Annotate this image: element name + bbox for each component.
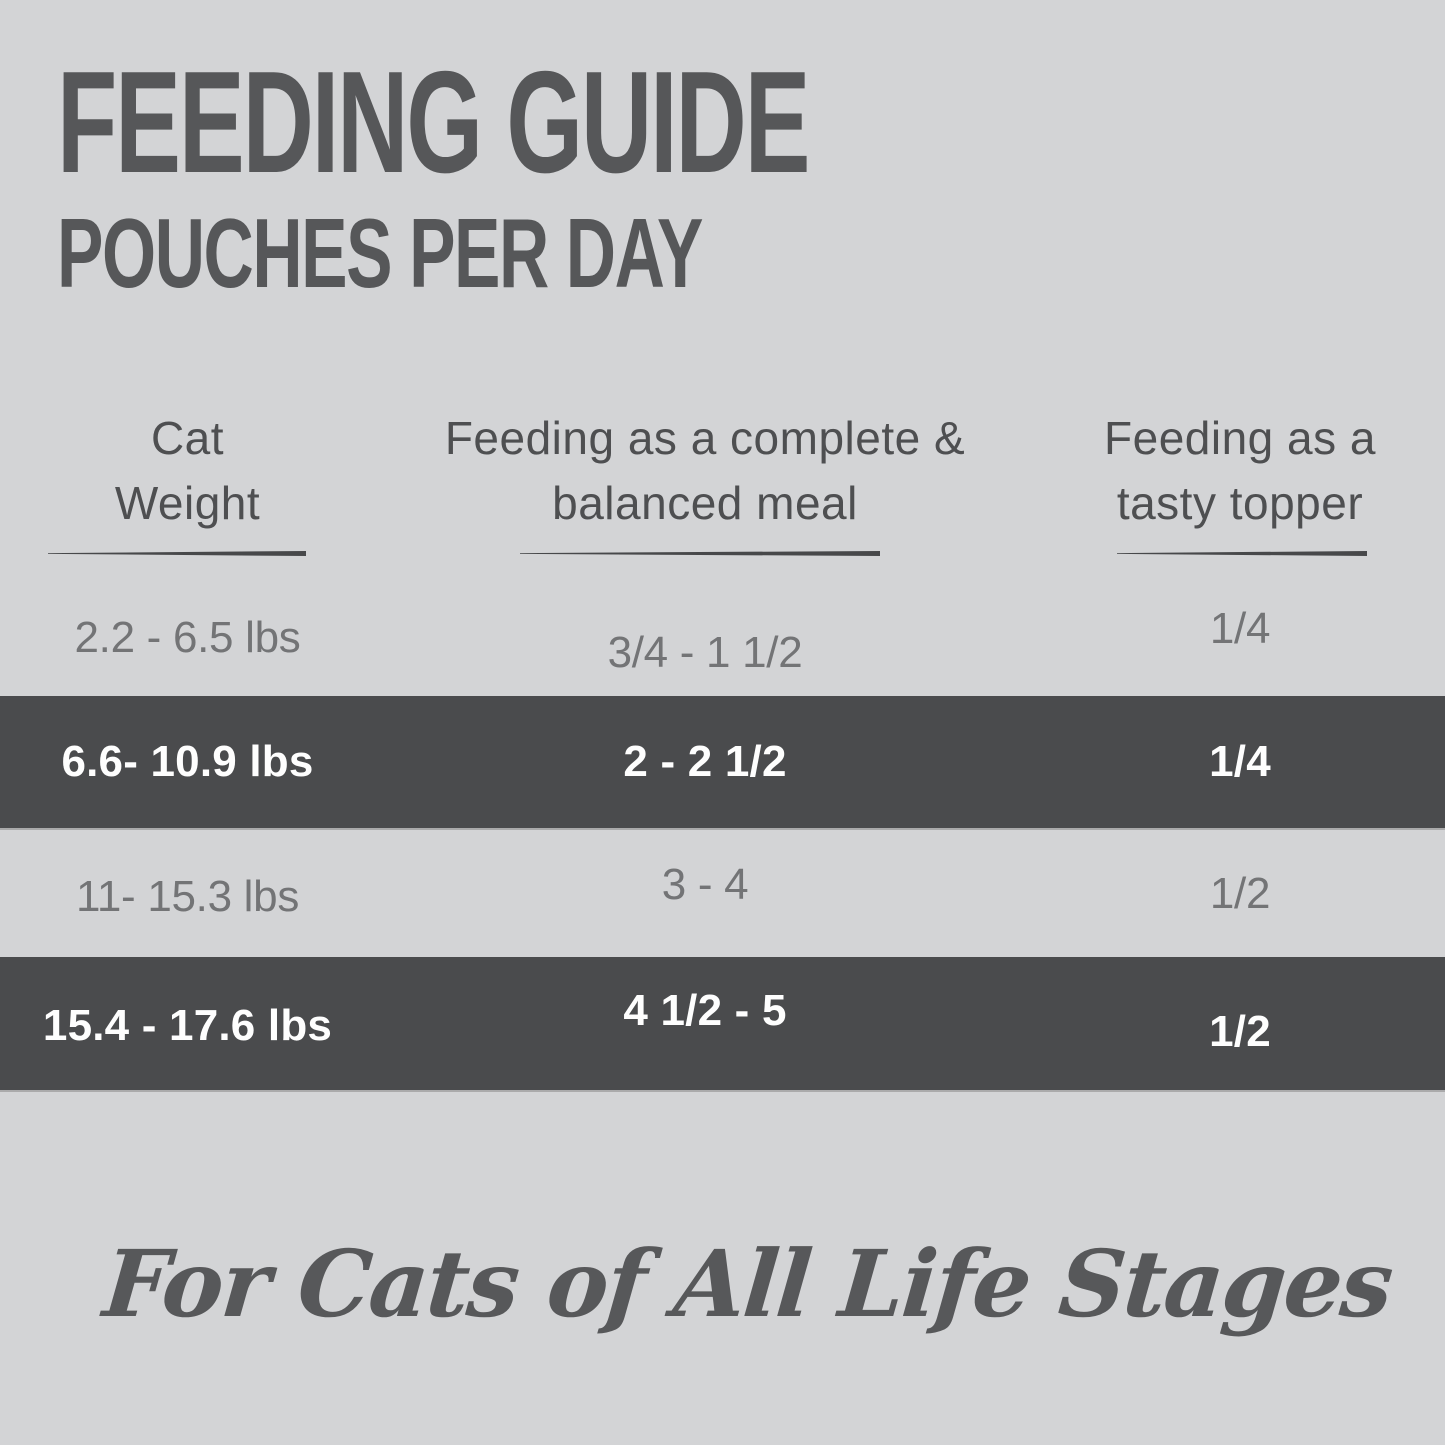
page-subtitle: POUCHES PER DAY <box>57 198 703 308</box>
header-underline <box>1117 551 1367 556</box>
cell-tasty-topper: 1/4 <box>1209 604 1271 653</box>
cell-cat-weight: 6.6- 10.9 lbs <box>61 737 314 786</box>
header-underline <box>520 551 880 556</box>
cell-tasty-topper: 1/2 <box>1209 1006 1271 1056</box>
column-header-line: Weight <box>114 477 261 530</box>
page-title: FEEDING GUIDE <box>57 41 810 203</box>
cell-cat-weight: 11- 15.3 lbs <box>75 871 300 921</box>
column-header-line: Feeding as a <box>1104 412 1376 464</box>
column-header-line: Cat <box>150 412 225 464</box>
cell-complete-meal: 4 1/2 - 5 <box>623 985 787 1035</box>
footer-script-note: For Cats of All Life Stages <box>99 1230 1396 1338</box>
cell-tasty-topper: 1/4 <box>1209 737 1271 786</box>
column-header-complete-meal: Feeding as a complete & balanced meal <box>375 406 1035 537</box>
column-header-line: tasty topper <box>1116 477 1364 530</box>
table-row: 11- 15.3 lbs 3 - 4 1/2 <box>0 830 1445 957</box>
column-header-cat-weight: Cat Weight <box>0 406 375 537</box>
column-header-tasty-topper: Feeding as a tasty topper <box>1035 406 1445 537</box>
cell-complete-meal: 3 - 4 <box>661 859 749 909</box>
cell-tasty-topper: 1/2 <box>1209 868 1271 918</box>
table-row: 2.2 - 6.5 lbs 3/4 - 1 1/2 1/4 <box>0 580 1445 696</box>
cell-complete-meal: 2 - 2 1/2 <box>623 737 787 786</box>
table-row: 6.6- 10.9 lbs 2 - 2 1/2 1/4 <box>0 696 1445 830</box>
header-underline <box>48 551 306 556</box>
cell-cat-weight: 15.4 - 17.6 lbs <box>42 1000 333 1050</box>
cell-cat-weight: 2.2 - 6.5 lbs <box>74 613 301 662</box>
table-row: 15.4 - 17.6 lbs 4 1/2 - 5 1/2 <box>0 957 1445 1092</box>
cell-complete-meal: 3/4 - 1 1/2 <box>607 628 803 677</box>
column-header-line: balanced meal <box>552 477 858 530</box>
column-header-line: Feeding as a complete & <box>444 412 966 464</box>
